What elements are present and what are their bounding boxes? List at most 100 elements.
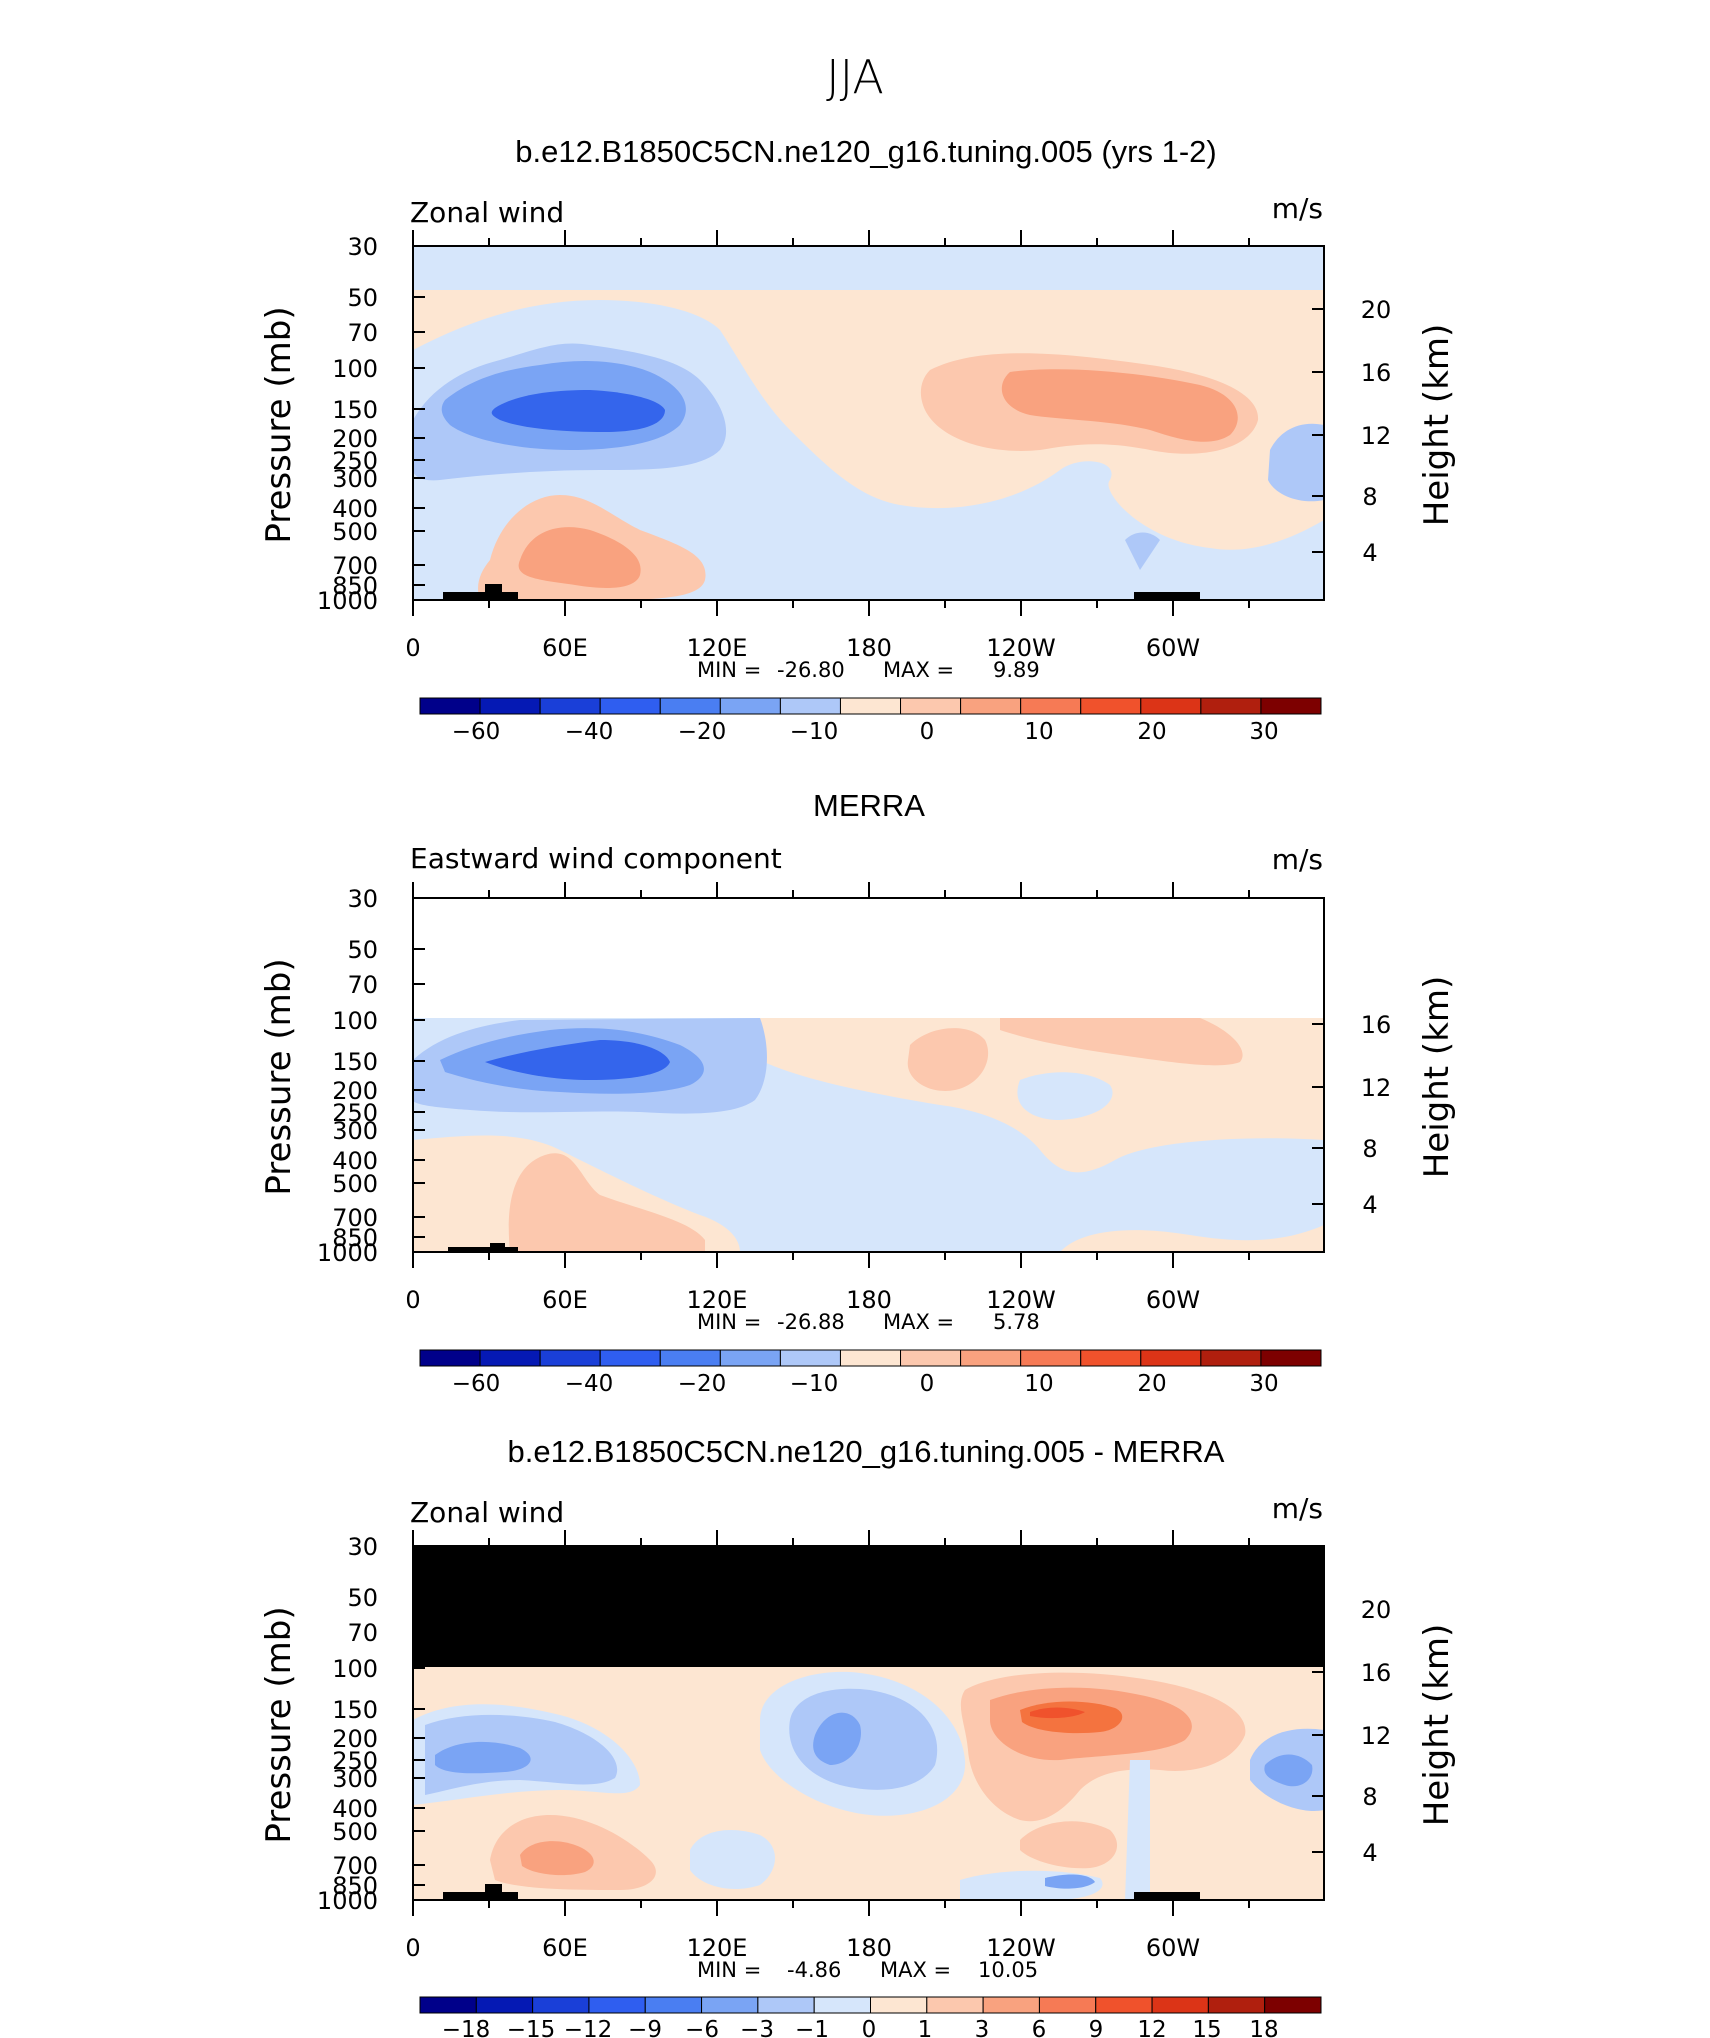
y-axis-label: Pressure (mb) [259,306,299,543]
y-tick-label: 250 [332,447,378,475]
x-tick-label: 180 [846,1934,892,1962]
colorbar-tick-label: 9 [1089,2017,1104,2038]
colorbar-swatch [960,1349,1022,1367]
colorbar-tick-label: 30 [1249,1371,1278,1397]
colorbar-swatch [419,1996,477,2014]
colorbar-tick-label: 3 [975,2017,990,2038]
contour-orange-pale-right [1060,1225,1324,1252]
colorbar-tick-label: −12 [564,2017,613,2038]
right-tick-label: 12 [1361,1074,1392,1102]
y-tick-label: 150 [332,396,378,424]
y-axis-label: Pressure (mb) [259,958,299,1195]
colorbar-swatch [659,697,721,715]
right-tick-label: 16 [1361,1011,1392,1039]
x-tick-label: 0 [405,1934,420,1962]
colorbar-swatch [779,697,841,715]
colorbar-swatch [1260,1349,1322,1367]
y-tick-label: 1000 [317,587,378,615]
x-tick-label: 120E [687,634,748,662]
colorbar-tick-label: −1 [795,2017,829,2038]
colorbar-swatch [599,697,661,715]
max-value: 5.78 [993,1310,1040,1334]
y-tick-label: 850 [332,1224,378,1252]
x-tick-label: 60W [1146,1286,1200,1314]
colorbar-swatch [839,1349,902,1367]
colorbar-swatch [1080,1349,1142,1367]
colorbar-tick-label: −6 [685,2017,719,2038]
contour-orange-mid-a [1001,369,1238,442]
colorbar-swatch [599,1349,661,1367]
y-tick-label: 850 [332,1872,378,1900]
colorbar-swatch [1140,697,1202,715]
y-tick-label: 700 [332,552,378,580]
colorbar [419,1349,1322,1367]
x-tick-label: 60W [1146,1934,1200,1962]
colorbar-swatch [926,1996,984,2014]
y-tick-label: 850 [332,572,378,600]
x-tick-label: 180 [846,1286,892,1314]
units-label: m/s [1272,1492,1323,1525]
colorbar-swatch [701,1996,759,2014]
y-axis-label: Pressure (mb) [259,1606,299,1843]
colorbar-swatch [719,1349,781,1367]
contour-blue-strong [491,390,665,432]
panel-title: b.e12.B1850C5CN.ne120_g16.tuning.005 - M… [508,1434,1225,1469]
land-b [1134,1892,1200,1900]
colorbar-swatch [1200,1349,1262,1367]
colorbar-tick-label: 1 [918,2017,933,2038]
colorbar-swatch [532,1996,590,2014]
colorbar-tick-label: 12 [1137,2017,1166,2038]
colorbar-tick-label: −10 [790,719,839,745]
contour-blue-light-b [789,1688,938,1790]
max-label: MAX = [883,1310,954,1334]
panel-title: MERRA [813,788,925,823]
plot-area [412,897,1325,1253]
y-tick-label: 500 [332,518,378,546]
contour-blue-pale-d [1125,1760,1150,1900]
colorbar-tick-label: −3 [740,2017,774,2038]
contour-blue-mid-b [813,1712,861,1765]
field-label: Zonal wind [410,196,564,229]
contour-orange-pale [413,290,1324,550]
x-tick-label: 60W [1146,634,1200,662]
colorbar-tick-label: −60 [452,1371,501,1397]
right-tick-label: 16 [1361,1659,1392,1687]
colorbar-swatch [539,1349,601,1367]
y-tick-label: 400 [332,1147,378,1175]
y-tick-label: 100 [332,1007,378,1035]
y-tick-label: 30 [347,885,378,913]
field-label: Zonal wind [410,1496,564,1529]
tick-marks [412,882,1324,1268]
colorbar-swatch [870,1996,928,2014]
land-a [448,1243,518,1252]
colorbar-swatch [1140,1349,1202,1367]
right-tick-label: 8 [1362,1135,1377,1163]
y-tick-label: 150 [332,1696,378,1724]
y-tick-label: 100 [332,1655,378,1683]
right-tick-label: 8 [1362,1783,1377,1811]
colorbar-swatch [1264,1996,1322,2014]
panel-title: b.e12.B1850C5CN.ne120_g16.tuning.005 (yr… [515,134,1216,169]
colorbar-tick-label: 20 [1137,1371,1166,1397]
y-axis-right-label: Height (km) [1417,324,1457,527]
colorbar-swatch [419,697,481,715]
min-value: -26.80 [777,658,845,682]
y-tick-label: 50 [347,284,378,312]
colorbar-swatch [1260,697,1322,715]
colorbar-tick-label: −15 [507,2017,556,2038]
x-tick-label: 120E [687,1286,748,1314]
colorbar-swatch [539,697,601,715]
plot-area [412,245,1325,601]
colorbar-swatch [419,1349,481,1367]
colorbar-swatch [475,1996,534,2014]
y-tick-label: 30 [347,1533,378,1561]
colorbar-tick-label: −40 [565,1371,614,1397]
field-label: Eastward wind component [410,842,782,875]
tick-marks [412,1530,1324,1916]
colorbar-swatch [982,1996,1040,2014]
contour-orange-light-c [508,1153,705,1252]
y-tick-label: 250 [332,1099,378,1127]
contour-orange-light-a [907,1028,989,1091]
colorbar-tick-label: 0 [920,1371,935,1397]
y-tick-label: 500 [332,1170,378,1198]
